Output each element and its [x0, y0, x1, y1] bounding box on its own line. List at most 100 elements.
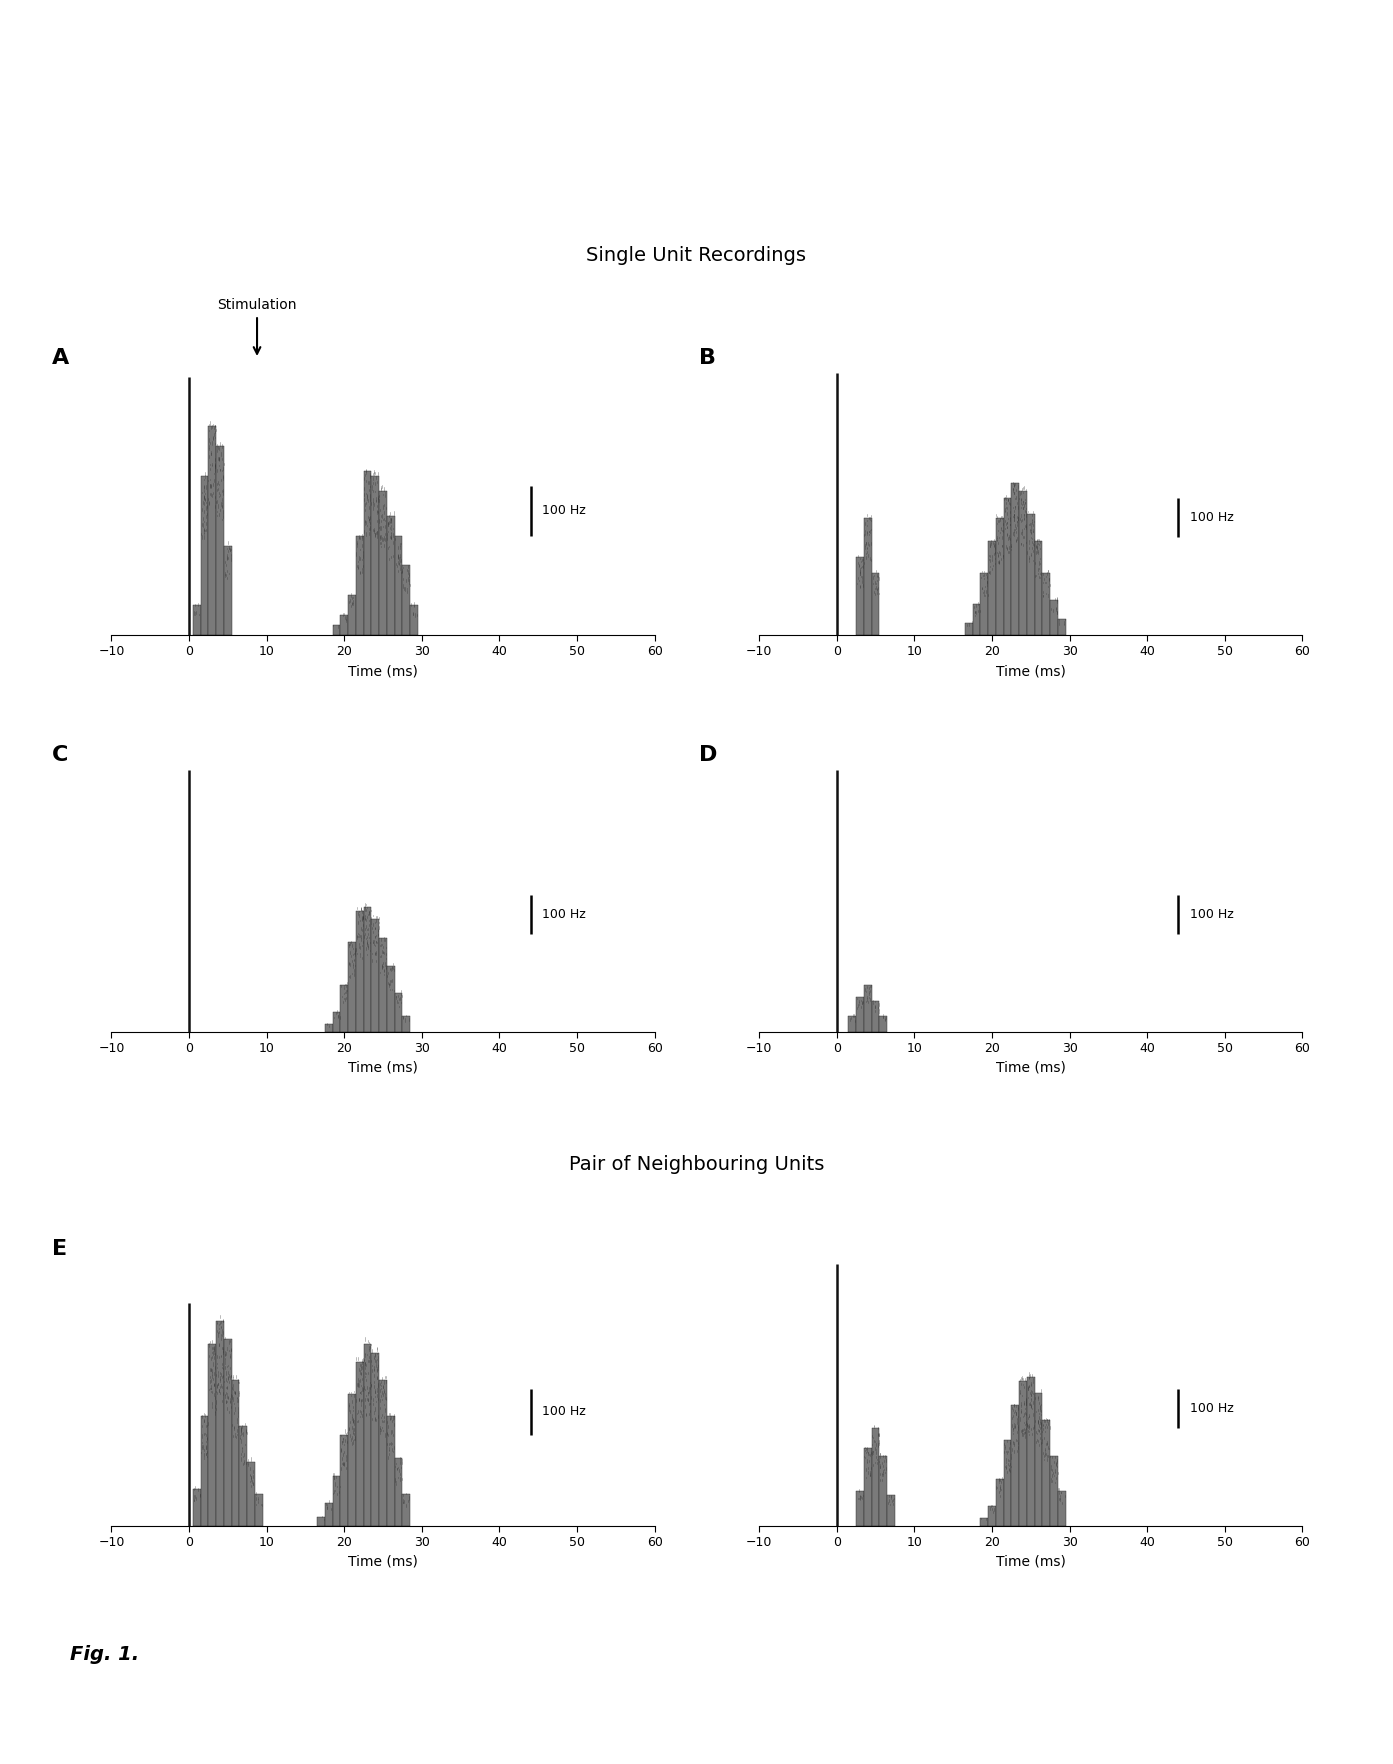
Bar [364, 907, 372, 1032]
Bar [1011, 1404, 1020, 1526]
X-axis label: Time (ms): Time (ms) [996, 663, 1066, 677]
Bar [325, 1025, 333, 1032]
Text: C: C [52, 744, 68, 766]
Bar [348, 1394, 357, 1526]
Bar [387, 1416, 394, 1526]
Text: Stimulation: Stimulation [217, 298, 297, 355]
Bar [318, 1517, 325, 1526]
Bar [216, 446, 224, 635]
Bar [864, 984, 872, 1032]
Text: D: D [699, 744, 717, 766]
Bar [1059, 619, 1066, 635]
Bar [201, 1416, 209, 1526]
Text: B: B [699, 348, 716, 369]
Text: 100 Hz: 100 Hz [542, 908, 586, 921]
X-axis label: Time (ms): Time (ms) [348, 663, 418, 677]
Bar [879, 1455, 887, 1526]
Bar [357, 910, 364, 1032]
Bar [981, 1519, 988, 1526]
Bar [872, 1429, 879, 1526]
Bar [192, 1489, 201, 1526]
X-axis label: Time (ms): Time (ms) [996, 1554, 1066, 1568]
X-axis label: Time (ms): Time (ms) [348, 1060, 418, 1074]
Bar [403, 1494, 410, 1526]
Bar [1027, 513, 1035, 635]
Bar [1035, 1394, 1042, 1526]
Bar [372, 1353, 379, 1526]
Bar [857, 557, 864, 635]
Bar [224, 545, 231, 635]
Bar [1020, 490, 1027, 635]
X-axis label: Time (ms): Time (ms) [996, 1060, 1066, 1074]
Bar [1042, 1420, 1050, 1526]
Bar [372, 476, 379, 635]
Bar [325, 1503, 333, 1526]
Bar [1059, 1491, 1066, 1526]
Text: 100 Hz: 100 Hz [1190, 1402, 1234, 1415]
Bar [248, 1462, 255, 1526]
Bar [348, 594, 357, 635]
Bar [403, 1016, 410, 1032]
Bar [379, 490, 387, 635]
Bar [387, 965, 394, 1032]
Bar [1050, 1455, 1059, 1526]
Bar [1011, 483, 1020, 635]
Bar [981, 573, 988, 635]
Bar [333, 1013, 340, 1032]
Text: Fig. 1.: Fig. 1. [70, 1646, 139, 1663]
Text: 100 Hz: 100 Hz [542, 1406, 586, 1418]
Bar [864, 1448, 872, 1526]
X-axis label: Time (ms): Time (ms) [348, 1554, 418, 1568]
Bar [216, 1321, 224, 1526]
Bar [240, 1425, 248, 1526]
Bar [1027, 1378, 1035, 1526]
Bar [996, 519, 1003, 635]
Bar [192, 605, 201, 635]
Text: 100 Hz: 100 Hz [542, 505, 586, 517]
Bar [857, 1491, 864, 1526]
Bar [379, 938, 387, 1032]
Bar [201, 476, 209, 635]
Bar [1003, 497, 1011, 635]
Bar [1020, 1381, 1027, 1526]
Bar [255, 1494, 263, 1526]
Bar [364, 471, 372, 635]
Bar [340, 1434, 348, 1526]
Bar [1042, 573, 1050, 635]
Text: A: A [52, 348, 68, 369]
Bar [394, 993, 403, 1032]
Bar [403, 566, 410, 635]
Bar [231, 1379, 240, 1526]
Bar [864, 519, 872, 635]
Bar [333, 1476, 340, 1526]
Bar [394, 536, 403, 635]
Bar [209, 427, 216, 635]
Bar [872, 1000, 879, 1032]
Bar [364, 1344, 372, 1526]
Bar [965, 623, 972, 635]
Bar [348, 942, 357, 1032]
Bar [387, 515, 394, 635]
Bar [996, 1478, 1003, 1526]
Text: Pair of Neighbouring Units: Pair of Neighbouring Units [568, 1155, 825, 1173]
Bar [340, 984, 348, 1032]
Text: 100 Hz: 100 Hz [1190, 908, 1234, 921]
Text: Single Unit Recordings: Single Unit Recordings [586, 247, 807, 265]
Bar [887, 1494, 896, 1526]
Text: E: E [52, 1238, 67, 1259]
Bar [224, 1339, 231, 1526]
Bar [394, 1457, 403, 1526]
Bar [1035, 542, 1042, 635]
Text: 100 Hz: 100 Hz [1190, 512, 1234, 524]
Bar [988, 1506, 996, 1526]
Bar [1003, 1439, 1011, 1526]
Bar [340, 616, 348, 635]
Bar [872, 573, 879, 635]
Bar [1050, 600, 1059, 635]
Bar [357, 536, 364, 635]
Bar [372, 919, 379, 1032]
Bar [972, 603, 981, 635]
Bar [410, 605, 418, 635]
Bar [879, 1016, 887, 1032]
Bar [357, 1362, 364, 1526]
